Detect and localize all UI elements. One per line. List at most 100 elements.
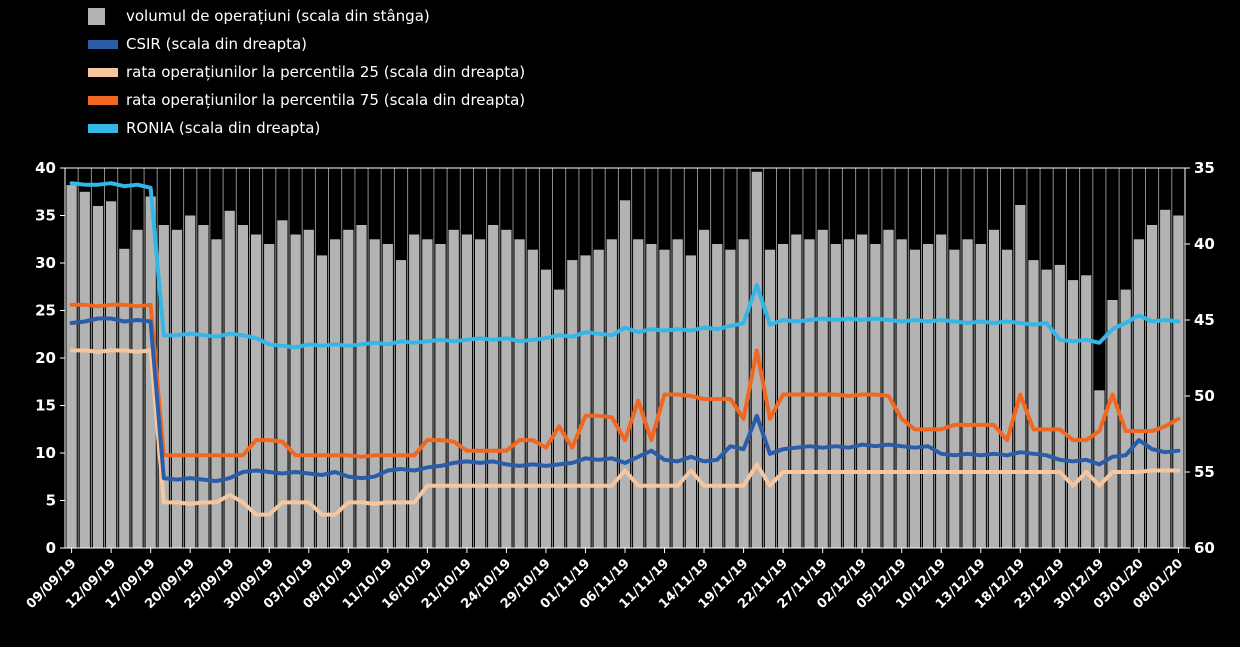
- volume-bar: [1094, 390, 1105, 548]
- volume-bar: [158, 225, 169, 548]
- volume-bar: [251, 234, 262, 548]
- volume-bar: [923, 244, 934, 548]
- legend-item-volume: volumul de operațiuni (scala din stânga): [88, 6, 525, 26]
- right-tick-label: 55: [1194, 463, 1215, 481]
- volume-bar: [237, 225, 248, 548]
- volume-bar: [1160, 209, 1171, 549]
- volume-bar: [409, 234, 420, 548]
- series-p25: [69, 348, 1181, 517]
- volume-bar: [132, 229, 143, 549]
- volume-bar: [330, 239, 341, 549]
- volume-bar: [343, 229, 354, 549]
- volume-bar: [883, 229, 894, 549]
- volume-bar: [1067, 280, 1079, 548]
- volume-bar: [1015, 205, 1026, 548]
- volume-bar: [817, 229, 828, 549]
- volume-bar: [488, 225, 499, 548]
- volume-bar: [185, 215, 196, 548]
- x-axis-labels: 09/09/1912/09/1917/09/1920/09/1925/09/19…: [24, 548, 1186, 612]
- volume-bar: [303, 229, 314, 549]
- legend-label-p25: rata operațiunilor la percentila 25 (sca…: [126, 63, 526, 81]
- volume-bar: [738, 239, 749, 549]
- legend-label-p75: rata operațiunilor la percentila 75 (sca…: [126, 91, 526, 109]
- legend-item-p25: rata operațiunilor la percentila 25 (sca…: [88, 62, 525, 82]
- left-tick-label: 10: [35, 444, 56, 462]
- p75-swatch-icon: [88, 95, 118, 105]
- right-tick-label: 35: [1194, 159, 1215, 177]
- volume-bar: [699, 229, 710, 549]
- volume-bar: [580, 255, 591, 548]
- volume-bar: [633, 239, 644, 549]
- legend-swatch-box: [88, 123, 122, 133]
- volume-bar: [764, 249, 776, 548]
- left-tick-label: 25: [35, 302, 56, 320]
- volume-bar: [988, 229, 1000, 549]
- volume-bar: [1054, 264, 1065, 548]
- volume-bar: [461, 234, 472, 548]
- volume-bar: [712, 244, 723, 548]
- left-tick-label: 35: [35, 207, 56, 225]
- volume-bar: [1028, 260, 1039, 548]
- volume-bar: [79, 191, 90, 549]
- volume-bar: [1173, 215, 1184, 548]
- volume-bar: [277, 220, 288, 549]
- volume-bar: [475, 239, 486, 549]
- volume-bar: [1002, 249, 1013, 548]
- left-tick-label: 20: [35, 349, 56, 367]
- volume-bar: [382, 244, 393, 548]
- volume-bar: [554, 289, 565, 548]
- volume-bar: [171, 229, 183, 549]
- legend-swatch-box: [88, 67, 122, 77]
- volume-bar: [448, 229, 459, 549]
- volume-bar: [857, 234, 868, 548]
- legend-swatch-box: [88, 95, 122, 105]
- series-p75: [69, 302, 1181, 459]
- volume-bar: [395, 260, 407, 548]
- legend-item-ronia: RONIA (scala din dreapta): [88, 118, 525, 138]
- legend-item-p75: rata operațiunilor la percentila 75 (sca…: [88, 90, 525, 110]
- volume-bar: [606, 239, 617, 549]
- right-tick-label: 40: [1194, 235, 1215, 253]
- volume-bar: [619, 200, 631, 549]
- left-tick-label: 40: [35, 159, 56, 177]
- volume-bar: [843, 239, 855, 549]
- volume-bar: [92, 206, 104, 548]
- chart-legend: volumul de operațiuni (scala din stânga)…: [88, 6, 525, 138]
- volume-bar: [369, 239, 380, 549]
- volume-bar: [211, 239, 222, 549]
- volume-bar: [1107, 300, 1118, 548]
- volume-bar: [1147, 225, 1158, 548]
- legend-label-csir: CSIR (scala din dreapta): [126, 35, 308, 53]
- volume-bar: [567, 260, 578, 548]
- right-tick-label: 45: [1194, 311, 1215, 329]
- volume-bar: [422, 239, 433, 549]
- legend-label-ronia: RONIA (scala din dreapta): [126, 119, 321, 137]
- volume-bar: [119, 248, 130, 549]
- volume-bar: [593, 249, 604, 548]
- legend-swatch-box: [88, 7, 122, 25]
- volume-bar: [316, 255, 328, 548]
- left-tick-label: 5: [46, 492, 56, 510]
- left-axis-labels: 40 35 30 25 20 15 10 5 0: [35, 159, 65, 557]
- volume-bar: [646, 244, 657, 548]
- p25-swatch-icon: [88, 67, 118, 77]
- volume-bar: [1041, 269, 1052, 548]
- right-tick-label: 50: [1194, 387, 1215, 405]
- volume-bar: [224, 210, 235, 549]
- volume-bar: [264, 244, 275, 548]
- volume-bar: [356, 225, 367, 548]
- right-axis-labels: 35 40 45 50 55 60: [1185, 159, 1215, 557]
- volume-bar: [791, 234, 802, 548]
- ronia-swatch-icon: [88, 123, 118, 133]
- legend-label-volume: volumul de operațiuni (scala din stânga): [126, 7, 430, 25]
- series-ronia: [69, 181, 1181, 350]
- volume-bar: [501, 229, 512, 549]
- left-tick-label: 30: [35, 254, 56, 272]
- volume-bar: [527, 249, 538, 548]
- volume-bar: [290, 234, 301, 548]
- volume-bar: [1120, 289, 1131, 548]
- volume-swatch-icon: [88, 7, 105, 25]
- volume-bar: [909, 249, 920, 548]
